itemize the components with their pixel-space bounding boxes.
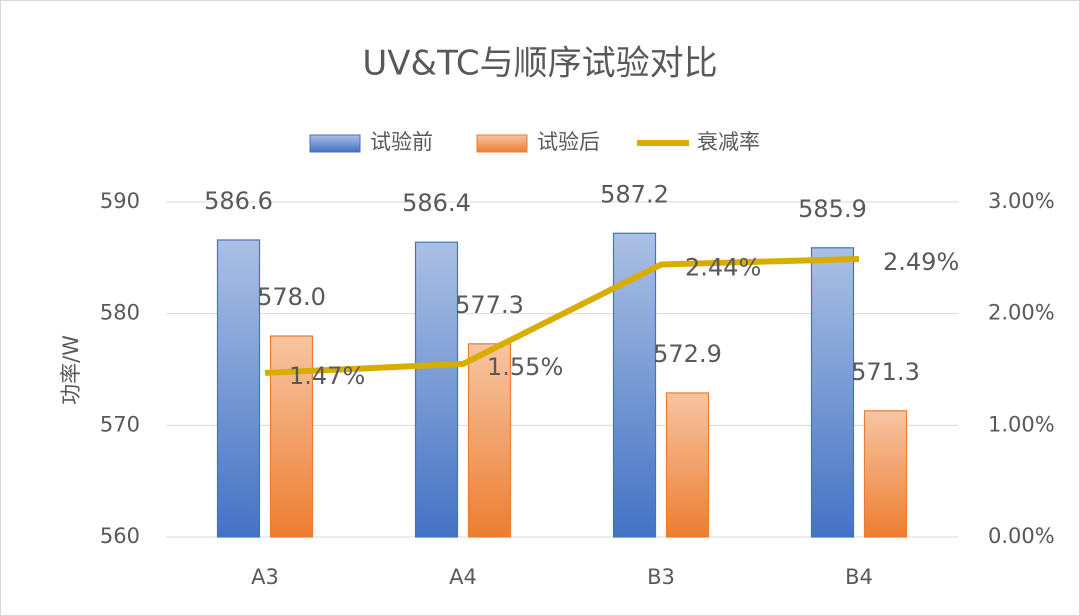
x-tick-label: B3: [647, 565, 675, 589]
y-tick-label: 560: [100, 524, 140, 548]
bar: [665, 392, 710, 538]
legend-swatch: [476, 134, 528, 153]
y2-tick-label: 0.00%: [988, 524, 1055, 548]
bar: [467, 343, 512, 538]
y2-tick-label: 3.00%: [988, 189, 1055, 213]
legend-label: 试验后: [537, 130, 600, 154]
data-label: 572.9: [653, 340, 722, 368]
data-label: 1.47%: [289, 362, 365, 390]
y-tick-label: 570: [100, 412, 140, 436]
legend-label: 衰减率: [697, 130, 760, 154]
data-label: 571.3: [851, 358, 920, 386]
legend-swatch: [309, 134, 361, 153]
data-label: 586.6: [204, 187, 273, 215]
data-label: 2.44%: [685, 254, 761, 282]
y2-tick-label: 2.00%: [988, 301, 1055, 325]
y-tick-label: 590: [100, 189, 140, 213]
y2-tick-label: 1.00%: [988, 412, 1055, 436]
x-tick-label: A3: [251, 565, 279, 589]
data-label: 578.0: [257, 283, 326, 311]
y-axis-label: 功率/W: [59, 335, 83, 405]
legend-label: 试验前: [370, 130, 433, 154]
x-tick-label: B4: [845, 565, 873, 589]
data-label: 577.3: [455, 291, 524, 319]
bar: [810, 247, 855, 538]
data-label: 1.55%: [487, 353, 563, 381]
data-label: 587.2: [600, 180, 669, 208]
data-label: 2.49%: [883, 248, 959, 276]
data-label: 585.9: [798, 195, 867, 223]
bar: [863, 410, 908, 538]
data-label: 586.4: [402, 189, 471, 217]
chart-title: UV&TC与顺序试验对比: [362, 44, 717, 84]
y-tick-label: 580: [100, 301, 140, 325]
bar: [216, 239, 261, 538]
x-tick-label: A4: [449, 565, 477, 589]
bar: [414, 241, 459, 538]
line: [264, 255, 860, 376]
